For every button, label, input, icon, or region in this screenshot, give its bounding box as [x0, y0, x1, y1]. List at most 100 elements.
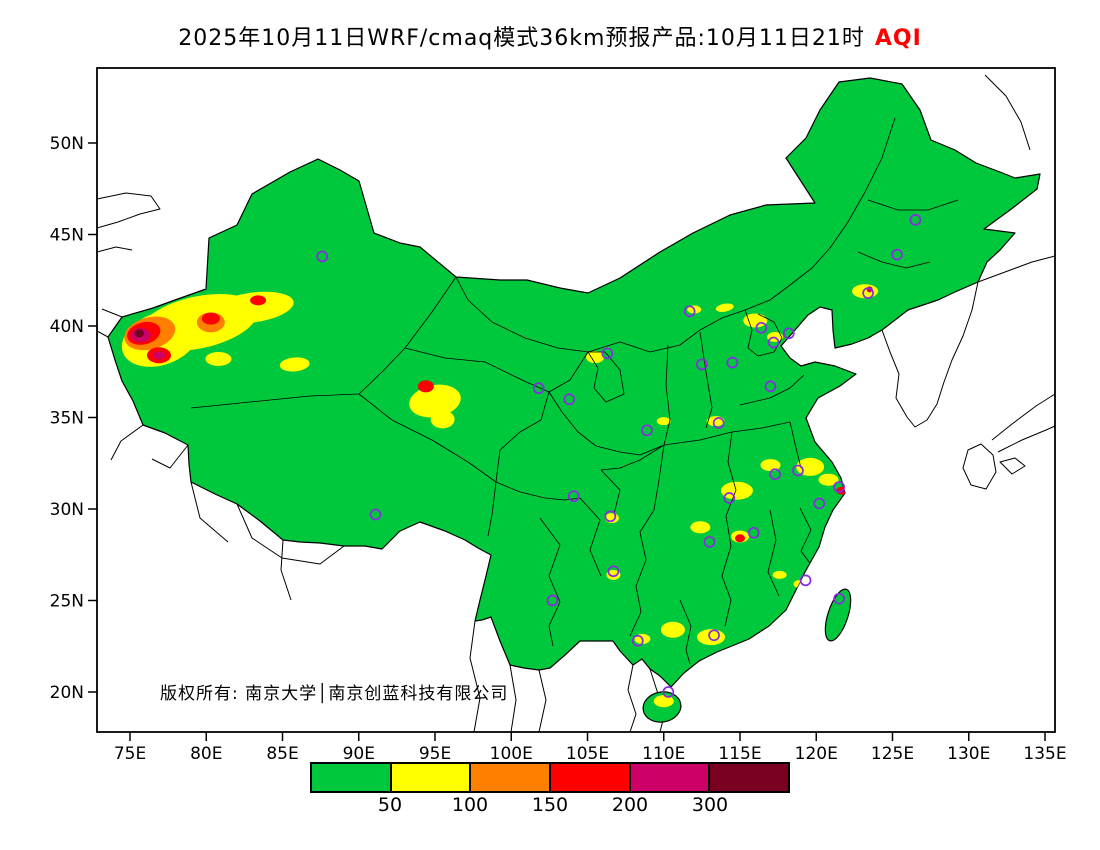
aqi-patch [417, 380, 434, 393]
station-marker [726, 356, 739, 369]
station-marker [604, 510, 617, 523]
station-marker [792, 464, 804, 477]
aqi-patch [720, 481, 753, 500]
x-tick-label: 105E [566, 744, 609, 764]
station-marker [813, 497, 826, 510]
station-marker [755, 321, 768, 334]
station-markers [316, 214, 922, 698]
station-marker [563, 393, 576, 406]
x-tick-label: 125E [871, 744, 914, 764]
legend-tick-label: 150 [531, 794, 569, 816]
aqi-patch [690, 521, 711, 534]
x-tick-label: 80E [190, 744, 222, 764]
legend-swatch-2 [469, 764, 550, 791]
aqi-patch [653, 695, 674, 708]
legend-tick-label: 200 [611, 794, 649, 816]
station-marker [607, 565, 620, 578]
x-tick-label: 135E [1023, 744, 1066, 764]
x-tick-label: 120E [795, 744, 838, 764]
legend-tick-label: 50 [377, 794, 403, 816]
aqi-patch [279, 357, 310, 372]
y-tick-label: 45N [50, 226, 84, 246]
y-tick-label: 40N [50, 317, 84, 337]
axis-tick-labels: 50N 45N 40N 35N 30N 25N 20N 75E 80E 85E 90E 95E 100E… [50, 134, 1067, 764]
station-marker [369, 508, 382, 521]
aqi-patch [416, 556, 423, 561]
station-marker [764, 380, 777, 393]
legend-swatch-5 [708, 764, 789, 791]
map-frame [96, 67, 1056, 733]
taiwan-island [824, 588, 852, 642]
page-title: 2025年10月11日WRF/cmaq模式36km预报产品:10月11日21时 A… [0, 20, 1100, 52]
y-tick-label: 20N [50, 683, 84, 703]
station-marker [567, 490, 580, 503]
china-landmass [107, 77, 1041, 688]
station-marker [601, 347, 614, 360]
aqi-patch [818, 473, 839, 486]
aqi-patch [772, 570, 787, 579]
y-tick-label: 25N [50, 592, 84, 612]
station-marker [723, 492, 736, 504]
y-tick-label: 50N [50, 134, 84, 154]
station-marker [833, 592, 845, 605]
station-marker [891, 248, 903, 261]
y-tick-label: 35N [50, 409, 84, 429]
station-marker [703, 536, 716, 548]
y-tick-label: 30N [50, 500, 84, 520]
province-borders [190, 117, 959, 665]
station-marker [799, 574, 812, 587]
aqi-patch [201, 312, 220, 325]
station-marker [546, 594, 559, 607]
station-marker [712, 417, 725, 429]
aqi-patch [205, 351, 232, 366]
aqi-patches [121, 284, 879, 708]
aqi-colorbar-labels: 50 100 150 200 300 [310, 794, 790, 816]
x-tick-label: 85E [266, 744, 298, 764]
aqi-patch [656, 417, 671, 426]
station-marker [767, 336, 780, 349]
station-marker [769, 468, 781, 481]
aqi-patch [430, 410, 455, 429]
x-tick-label: 115E [718, 744, 761, 764]
station-marker [782, 327, 795, 340]
title-text: 2025年10月11日WRF/cmaq模式36km预报产品:10月11日21时 [178, 26, 865, 51]
station-marker [862, 287, 874, 299]
copyright-text: 版权所有: 南京大学│南京创蓝科技有限公司 [160, 684, 509, 704]
x-tick-label: 130E [947, 744, 990, 764]
aqi-patch [152, 351, 165, 360]
x-tick-label: 95E [419, 744, 451, 764]
x-tick-label: 110E [642, 744, 685, 764]
x-tick-label: 90E [343, 744, 375, 764]
station-marker [747, 526, 760, 539]
aqi-patch [660, 621, 685, 638]
aqi-patch [134, 329, 145, 338]
station-marker [641, 424, 653, 437]
aqi-patch [760, 459, 781, 472]
station-marker [909, 214, 922, 226]
aqi-patch [743, 313, 768, 328]
station-marker [316, 250, 328, 263]
aqi-patch [413, 554, 426, 563]
aqi-patch [606, 569, 621, 580]
station-marker [532, 382, 545, 395]
aqi-patch [586, 351, 605, 364]
station-marker [696, 358, 708, 371]
legend-tick-label: 100 [451, 794, 489, 816]
aqi-patch [250, 295, 267, 306]
x-tick-label: 75E [114, 744, 146, 764]
aqi-patch [715, 303, 734, 312]
station-marker [708, 629, 720, 642]
legend-swatch-0 [312, 764, 390, 791]
station-marker [683, 305, 696, 318]
aqi-patch [735, 534, 745, 543]
axis-ticks [88, 142, 1046, 741]
legend-swatch-3 [549, 764, 629, 791]
title-variable-label: AQI [874, 26, 922, 51]
station-marker [833, 481, 845, 493]
station-marker [631, 634, 644, 647]
aqi-colorbar [310, 762, 790, 793]
station-marker [662, 686, 675, 698]
legend-tick-label: 300 [691, 794, 729, 816]
